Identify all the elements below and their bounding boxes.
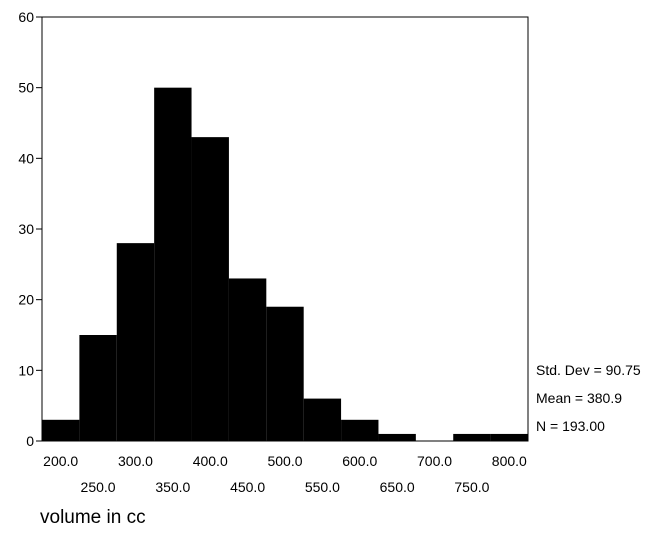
- x-tick-label: 400.0: [193, 453, 228, 469]
- x-tick-label: 650.0: [380, 479, 415, 495]
- bars-group: [42, 87, 528, 442]
- x-tick-label: 250.0: [81, 479, 116, 495]
- histogram-bar: [79, 335, 117, 441]
- histogram-bar: [453, 433, 491, 441]
- x-tick-label: 200.0: [43, 453, 78, 469]
- y-tick-label: 30: [18, 221, 34, 237]
- x-axis-label: volume in cc: [40, 507, 146, 528]
- histogram-bar: [116, 243, 155, 441]
- histogram-bar: [490, 433, 528, 441]
- x-tick-label: 600.0: [342, 453, 377, 469]
- histogram-bar: [266, 306, 304, 441]
- x-tick-label: 550.0: [305, 479, 340, 495]
- histogram-bar: [154, 87, 192, 442]
- x-tick-label: 450.0: [230, 479, 265, 495]
- histogram-bar: [378, 433, 416, 441]
- histogram-bar: [303, 398, 342, 441]
- x-axis: 200.0 300.0 400.0 500.0 600.0 700.0 800.0 250.0…: [43, 453, 527, 495]
- histogram-bar: [228, 278, 267, 441]
- histogram-bar: [191, 137, 229, 441]
- histogram-bar: [42, 419, 80, 441]
- x-tick-label: 800.0: [492, 453, 527, 469]
- y-tick-label: 10: [18, 362, 34, 378]
- histogram-bar: [341, 419, 379, 441]
- mean-label: Mean = 380.9: [536, 390, 623, 406]
- x-tick-label: 700.0: [417, 453, 452, 469]
- x-tick-label: 750.0: [454, 479, 489, 495]
- y-axis: 0 10 20 30 40 50 60: [18, 9, 42, 449]
- y-tick-label: 60: [18, 9, 34, 25]
- n-label: N = 193.00: [536, 418, 605, 434]
- x-tick-label: 500.0: [267, 453, 302, 469]
- std-dev-label: Std. Dev = 90.75: [536, 362, 641, 378]
- y-tick-label: 40: [18, 150, 34, 166]
- y-tick-label: 50: [18, 80, 34, 96]
- y-tick-label: 20: [18, 292, 34, 308]
- x-tick-label: 350.0: [155, 479, 190, 495]
- y-tick-label: 0: [26, 433, 34, 449]
- x-tick-label: 300.0: [118, 453, 153, 469]
